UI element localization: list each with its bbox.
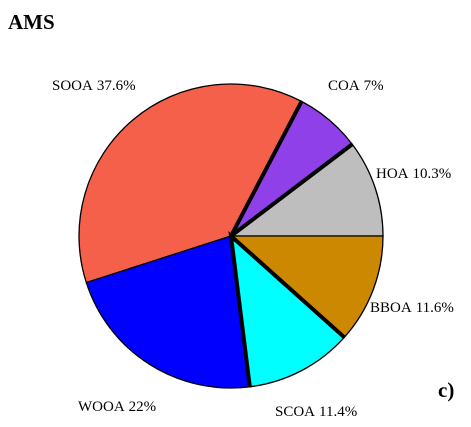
slice-label: COA 7% (328, 78, 384, 94)
slice-value: 10.3% (413, 166, 452, 182)
panel-label: c) (438, 378, 454, 402)
pie-slice (230, 234, 346, 388)
slice-label: HOA 10.3% (376, 166, 451, 182)
slice-label: SOOA 37.6% (52, 78, 136, 94)
slice-label: WOOA 22% (78, 399, 156, 415)
slice-value: 37.6% (97, 78, 136, 94)
slice-value: 11.4% (319, 404, 357, 420)
slice-name: HOA (376, 166, 409, 182)
pie-slice (229, 143, 384, 237)
slice-name: SCOA (275, 404, 315, 420)
slice-name: WOOA (78, 399, 125, 415)
slice-label: SCOA 11.4% (275, 404, 357, 420)
slice-value: 22% (129, 399, 157, 415)
slice-name: SOOA (52, 78, 93, 94)
slice-outline (228, 230, 346, 388)
slice-value: 7% (364, 78, 384, 94)
chart-title: AMS (8, 10, 55, 34)
slice-name: BBOA (370, 300, 412, 316)
slice-label: BBOA 11.6% (370, 300, 454, 316)
pie-slice (85, 235, 251, 389)
slice-value: 11.6% (416, 300, 454, 316)
pie-slice (229, 235, 384, 339)
slice-name: COA (328, 78, 360, 94)
pie-slice (78, 83, 303, 284)
